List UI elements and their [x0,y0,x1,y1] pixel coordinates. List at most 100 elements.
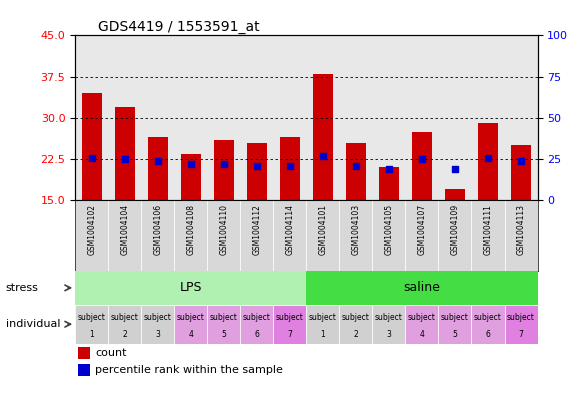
Text: 2: 2 [354,330,358,338]
Bar [181,154,201,200]
Bar [75,271,306,305]
Point [483,154,492,161]
Text: 6: 6 [254,330,260,338]
Text: GSM1004106: GSM1004106 [153,204,162,255]
Text: count: count [95,348,127,358]
Text: GSM1004108: GSM1004108 [186,204,195,255]
Point [87,154,97,161]
Text: LPS: LPS [180,281,202,294]
Text: 3: 3 [387,330,391,338]
Bar [306,271,538,305]
Text: GSM1004105: GSM1004105 [384,204,394,255]
Text: GSM1004113: GSM1004113 [517,204,525,255]
Text: 5: 5 [221,330,226,338]
Bar [445,189,465,200]
Text: GSM1004107: GSM1004107 [417,204,427,255]
Bar [379,167,399,200]
Bar [478,123,498,200]
Text: 1: 1 [89,330,94,338]
Bar [405,200,439,271]
Text: GSM1004103: GSM1004103 [351,204,360,255]
Bar [372,200,405,271]
Text: GSM1004101: GSM1004101 [318,204,327,255]
Bar [273,305,306,344]
Bar [75,200,108,271]
Text: subject: subject [441,313,469,321]
Bar [108,305,141,344]
Bar [439,305,472,344]
Text: GSM1004109: GSM1004109 [450,204,460,255]
Bar [511,145,531,200]
Bar [208,200,240,271]
Point [318,153,328,159]
Text: 6: 6 [486,330,491,338]
Bar [472,200,505,271]
Bar [412,132,432,200]
Text: GSM1004114: GSM1004114 [286,204,294,255]
Text: 1: 1 [320,330,325,338]
Text: GSM1004111: GSM1004111 [484,204,492,255]
Bar [148,137,168,200]
Text: GDS4419 / 1553591_at: GDS4419 / 1553591_at [98,20,260,34]
Point [219,161,228,167]
Bar [472,305,505,344]
Bar [79,364,90,376]
Bar [280,137,300,200]
Point [285,163,294,169]
Text: subject: subject [144,313,172,321]
Point [516,158,525,164]
Bar [214,140,234,200]
Bar [505,200,538,271]
Point [450,166,460,172]
Point [153,158,162,164]
Text: 2: 2 [123,330,127,338]
Point [186,161,195,167]
Bar [174,305,208,344]
Bar [339,200,372,271]
Text: 7: 7 [287,330,292,338]
Text: subject: subject [507,313,535,321]
Text: subject: subject [243,313,271,321]
Text: saline: saline [403,281,440,294]
Point [351,163,361,169]
Text: subject: subject [276,313,304,321]
Bar [339,305,372,344]
Text: 4: 4 [188,330,193,338]
Bar [505,305,538,344]
Text: 7: 7 [518,330,524,338]
Point [384,166,394,172]
Text: GSM1004102: GSM1004102 [87,204,96,255]
Text: subject: subject [309,313,337,321]
Bar [372,305,405,344]
Bar [346,143,366,200]
Bar [306,305,339,344]
Bar [313,74,333,200]
Bar [240,200,273,271]
Text: subject: subject [177,313,205,321]
Text: subject: subject [474,313,502,321]
Text: subject: subject [342,313,370,321]
Text: subject: subject [77,313,106,321]
Text: subject: subject [111,313,139,321]
Bar [405,305,439,344]
Bar [306,200,339,271]
Text: subject: subject [375,313,403,321]
Bar [115,107,135,200]
Text: stress: stress [6,283,39,293]
Text: GSM1004110: GSM1004110 [219,204,228,255]
Bar [247,143,266,200]
Text: subject: subject [210,313,238,321]
Bar [141,305,174,344]
Bar [208,305,240,344]
Bar [174,200,208,271]
Bar [108,200,141,271]
Bar [240,305,273,344]
Text: GSM1004112: GSM1004112 [253,204,261,255]
Text: percentile rank within the sample: percentile rank within the sample [95,365,283,375]
Text: 4: 4 [420,330,424,338]
Bar [273,200,306,271]
Bar [81,93,102,200]
Text: GSM1004104: GSM1004104 [120,204,129,255]
Text: individual: individual [6,319,60,329]
Bar [79,347,90,359]
